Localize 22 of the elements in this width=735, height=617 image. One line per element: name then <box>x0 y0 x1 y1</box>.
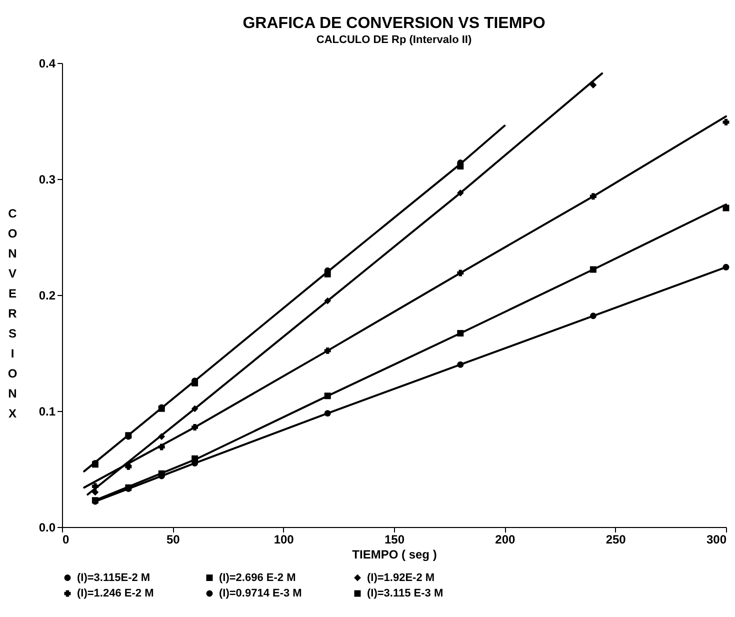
x-tick-label: 200 <box>495 532 516 546</box>
x-tick-label: 300 <box>706 532 727 546</box>
legend-label: (I)=1.92E-2 M <box>367 572 435 584</box>
x-tick-label: 0 <box>62 532 70 546</box>
x-tick-label: 150 <box>384 532 405 546</box>
y-tick-label: 0.2 <box>38 288 56 302</box>
x-axis-title: TIEMPO ( seg ) <box>352 548 437 562</box>
y-tick-label: 0.4 <box>38 56 56 70</box>
legend-label: (I)=0.9714 E-3 M <box>219 588 302 600</box>
chart-title: GRAFICA DE CONVERSION VS TIEMPO <box>242 15 546 32</box>
y-tick-label: 0.0 <box>38 520 56 534</box>
x-tick-label: 250 <box>606 532 626 546</box>
y-tick-label: 0.1 <box>38 404 56 418</box>
x-tick-label: 50 <box>166 532 180 546</box>
legend-label: (I)=2.696 E-2 M <box>219 572 296 584</box>
x-tick-label: 100 <box>274 532 294 546</box>
chart-subtitle: CALCULO DE Rp (Intervalo II) <box>316 34 472 46</box>
text: CONVERSION X <box>8 206 18 420</box>
y-tick-label: 0.3 <box>38 172 56 186</box>
legend-label: (I)=3.115 E-3 M <box>367 588 444 600</box>
legend-label: (I)=3.115E-2 M <box>77 572 150 584</box>
legend-label: (I)=1.246 E-2 M <box>77 588 154 600</box>
